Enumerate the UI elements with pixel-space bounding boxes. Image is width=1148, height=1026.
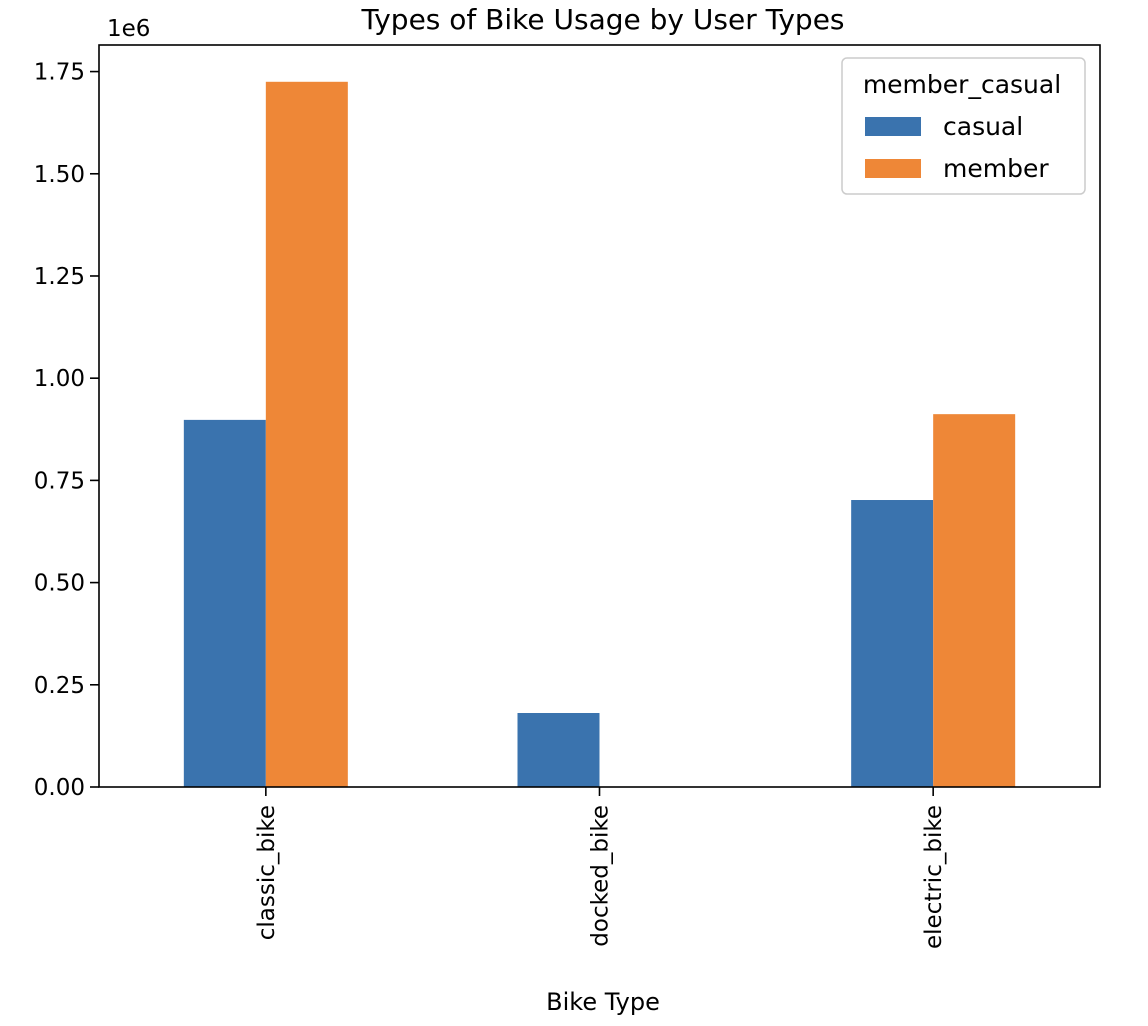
y-tick-label: 0.75 xyxy=(34,468,85,494)
bar-member-electric_bike xyxy=(933,414,1016,787)
y-axis: 0.00 0.25 0.50 0.75 1.00 1.25 1.50 1.75 xyxy=(34,60,99,801)
y-tick-label: 1.00 xyxy=(34,366,85,392)
x-axis-label: Bike Type xyxy=(546,988,660,1016)
legend: member_casual casual member xyxy=(841,57,1086,195)
y-tick-label: 0.00 xyxy=(34,775,85,801)
x-tick-label: classic_bike xyxy=(254,805,280,940)
bar-casual-electric_bike xyxy=(851,500,934,787)
legend-swatch-member xyxy=(865,159,921,178)
legend-label-casual: casual xyxy=(943,112,1023,141)
chart-title: Types of Bike Usage by User Types xyxy=(360,3,844,36)
x-tick-label: electric_bike xyxy=(921,805,947,949)
legend-label-member: member xyxy=(943,154,1049,183)
bar-casual-classic_bike xyxy=(183,419,266,787)
bar-member-classic_bike xyxy=(265,81,348,788)
legend-swatch-casual xyxy=(865,117,921,136)
plot-frame xyxy=(98,44,1101,788)
y-tick-label: 0.50 xyxy=(34,571,85,597)
bar-casual-docked_bike xyxy=(517,713,600,787)
x-tick-label: docked_bike xyxy=(588,805,614,947)
x-axis: classic_bike docked_bike electric_bike xyxy=(254,787,947,949)
y-axis-exponent-label: 1e6 xyxy=(107,16,150,42)
y-tick-label: 0.25 xyxy=(34,673,85,699)
legend-title: member_casual xyxy=(863,70,1061,99)
bars-group xyxy=(183,81,1016,788)
y-tick-label: 1.25 xyxy=(34,264,85,290)
y-tick-label: 1.50 xyxy=(34,162,85,188)
y-tick-label: 1.75 xyxy=(34,60,85,86)
